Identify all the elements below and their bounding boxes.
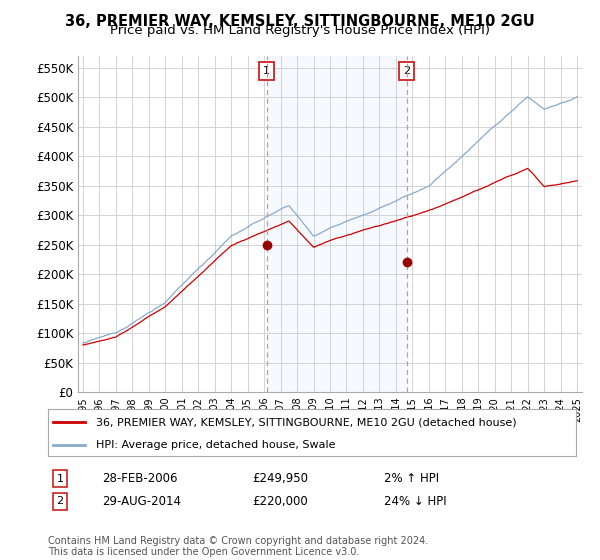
Text: 24% ↓ HPI: 24% ↓ HPI (384, 494, 446, 508)
Text: HPI: Average price, detached house, Swale: HPI: Average price, detached house, Swal… (95, 440, 335, 450)
Bar (267, 56, 407, 392)
Text: 1: 1 (56, 474, 64, 484)
Text: 2: 2 (56, 496, 64, 506)
Text: 28-FEB-2006: 28-FEB-2006 (102, 472, 178, 486)
Text: 36, PREMIER WAY, KEMSLEY, SITTINGBOURNE, ME10 2GU (detached house): 36, PREMIER WAY, KEMSLEY, SITTINGBOURNE,… (95, 417, 516, 427)
Text: 1: 1 (263, 66, 270, 76)
Text: Contains HM Land Registry data © Crown copyright and database right 2024.
This d: Contains HM Land Registry data © Crown c… (48, 535, 428, 557)
Text: Price paid vs. HM Land Registry's House Price Index (HPI): Price paid vs. HM Land Registry's House … (110, 24, 490, 37)
Text: £220,000: £220,000 (252, 494, 308, 508)
Text: 36, PREMIER WAY, KEMSLEY, SITTINGBOURNE, ME10 2GU: 36, PREMIER WAY, KEMSLEY, SITTINGBOURNE,… (65, 14, 535, 29)
Text: 2: 2 (403, 66, 410, 76)
Text: 29-AUG-2014: 29-AUG-2014 (102, 494, 181, 508)
Text: 2% ↑ HPI: 2% ↑ HPI (384, 472, 439, 486)
Text: £249,950: £249,950 (252, 472, 308, 486)
